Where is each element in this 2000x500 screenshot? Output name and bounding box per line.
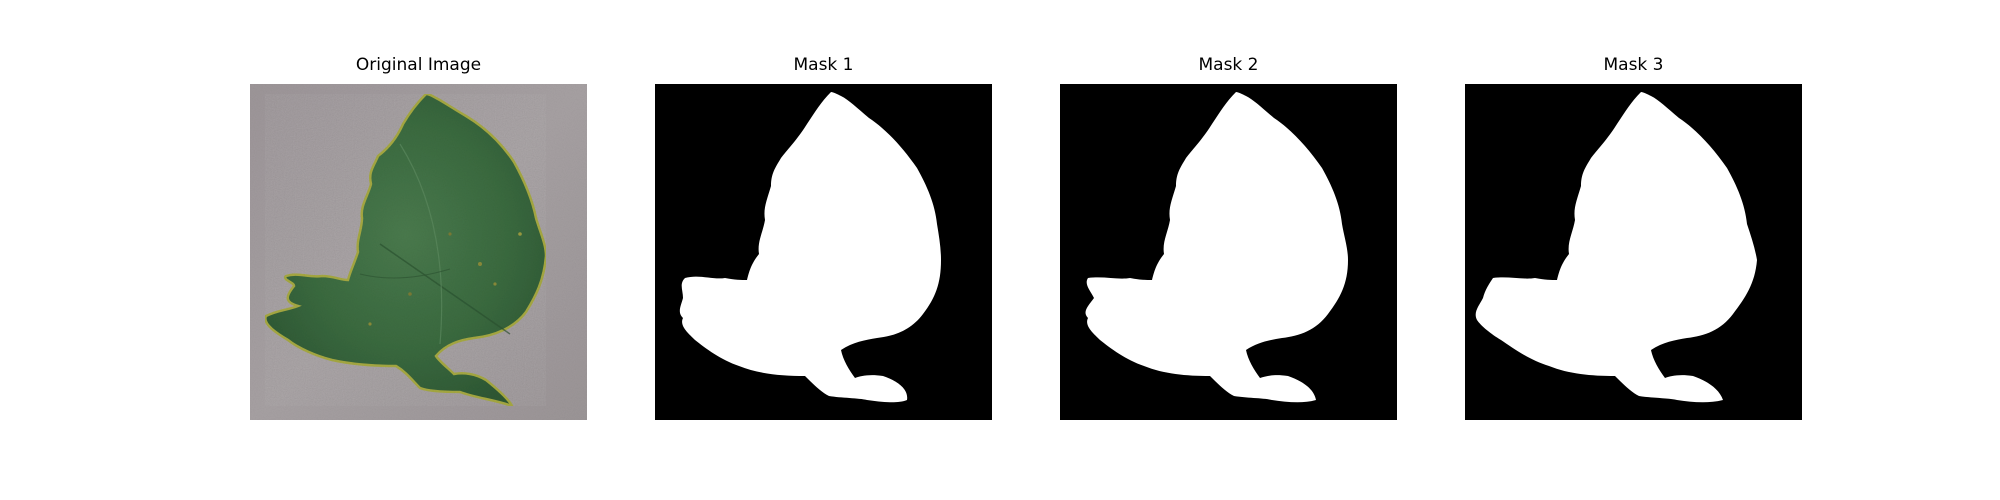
panel-mask-2: Mask 2 — [1060, 55, 1397, 420]
panel-title-mask-1: Mask 1 — [793, 55, 854, 75]
binary-leaf-mask-icon — [679, 92, 941, 403]
panel-title-original: Original Image — [355, 55, 482, 75]
binary-leaf-mask-icon — [1475, 92, 1757, 403]
original-leaf-image — [250, 84, 587, 420]
panel-title-mask-2: Mask 2 — [1198, 55, 1259, 75]
panel-title-mask-3: Mask 3 — [1603, 55, 1664, 75]
mask-1-image — [655, 84, 992, 420]
tomato-leaf-photo-icon — [264, 92, 548, 409]
panel-mask-3: Mask 3 — [1465, 55, 1802, 420]
mask-3-image — [1465, 84, 1802, 420]
binary-leaf-mask-icon — [1085, 92, 1348, 403]
panel-mask-1: Mask 1 — [655, 55, 992, 420]
mask-2-image — [1060, 84, 1397, 420]
panel-original: Original Image — [250, 55, 587, 420]
